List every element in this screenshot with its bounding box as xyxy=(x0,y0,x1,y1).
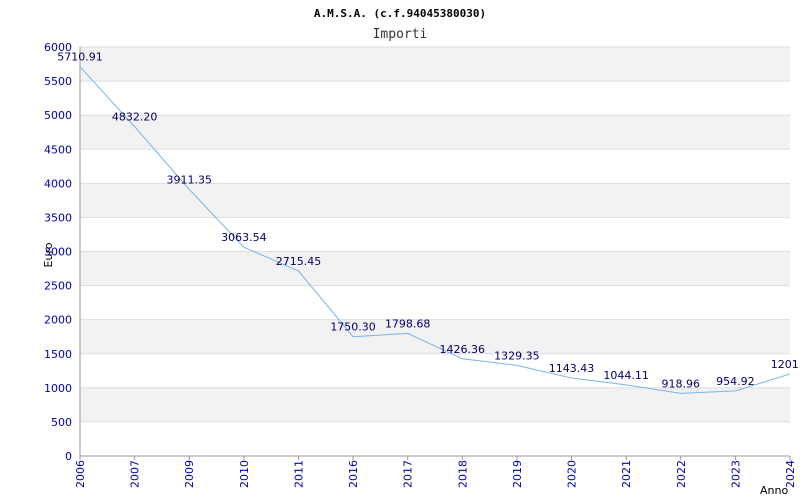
x-tick-label: 2007 xyxy=(129,460,142,488)
x-tick-label: 2016 xyxy=(347,460,360,488)
plot-band xyxy=(80,115,790,150)
x-tick-label: 2023 xyxy=(729,460,742,488)
x-tick-label: 2019 xyxy=(511,460,524,488)
plot-band xyxy=(80,387,790,422)
data-label: 4832.20 xyxy=(112,111,158,124)
y-tick-label: 2500 xyxy=(44,280,72,293)
data-label: 3911.35 xyxy=(166,173,212,186)
y-tick-label: 5000 xyxy=(44,109,72,122)
data-label: 2715.45 xyxy=(276,255,322,268)
chart-title: A.M.S.A. (c.f.94045380030) xyxy=(314,7,486,20)
gridlines xyxy=(80,46,790,457)
data-label: 5710.91 xyxy=(57,51,103,64)
x-tick-label: 2021 xyxy=(620,460,633,488)
y-tick-label: 6000 xyxy=(44,41,72,54)
chart-subtitle: Importi xyxy=(373,27,428,42)
x-tick-labels: 2006 2007 2009 2010 2011 2016 2017 2018 2019 2020… xyxy=(74,456,797,488)
data-label: 918.96 xyxy=(662,377,701,390)
plot-bands xyxy=(80,47,790,422)
data-label: 3063.54 xyxy=(221,231,267,244)
data-label: 1143.43 xyxy=(549,362,595,375)
data-label: 1201.9 xyxy=(771,358,800,371)
x-tick-label: 2017 xyxy=(402,460,415,488)
x-tick-label: 2009 xyxy=(183,460,196,488)
data-label: 1426.36 xyxy=(440,343,486,356)
y-tick-label: 3500 xyxy=(44,211,72,224)
plot-band xyxy=(80,319,790,354)
y-axis-label: Euro xyxy=(42,242,55,267)
plot-band xyxy=(80,47,790,82)
y-tick-label: 2000 xyxy=(44,314,72,327)
plot-band xyxy=(80,251,790,286)
series-line xyxy=(79,66,791,394)
y-tick-label: 4500 xyxy=(44,143,72,156)
y-tick-label: 5500 xyxy=(44,75,72,88)
y-tick-labels: 0 500 1000 1500 2000 2500 3000 3500 4000 4500 5000… xyxy=(44,41,72,463)
x-tick-label: 2020 xyxy=(566,460,579,488)
x-tick-label: 2011 xyxy=(292,460,305,488)
data-label: 1044.11 xyxy=(603,369,649,382)
y-tick-label: 500 xyxy=(51,416,72,429)
y-tick-label: 3000 xyxy=(44,246,72,259)
plot-band xyxy=(80,183,790,218)
x-tick-label: 2022 xyxy=(675,460,688,488)
data-label: 954.92 xyxy=(716,375,755,388)
y-tick-label: 1500 xyxy=(44,348,72,361)
series-line-path xyxy=(79,66,791,394)
y-tick-label: 4000 xyxy=(44,177,72,190)
y-tick-label: 1000 xyxy=(44,382,72,395)
x-tick-label: 2010 xyxy=(238,460,251,488)
data-label: 1798.68 xyxy=(385,317,431,330)
data-labels: 5710.91 4832.20 3911.35 3063.54 2715.45 1750.… xyxy=(57,51,800,391)
data-label: 1329.35 xyxy=(494,349,540,362)
x-tick-label: 2024 xyxy=(784,460,797,488)
x-tick-label: 2006 xyxy=(74,460,87,488)
axes xyxy=(79,47,790,457)
y-tick-label: 0 xyxy=(65,450,72,463)
data-label: 1750.30 xyxy=(330,321,376,334)
x-tick-label: 2018 xyxy=(456,460,469,488)
x-axis-label: Anno xyxy=(760,484,788,497)
